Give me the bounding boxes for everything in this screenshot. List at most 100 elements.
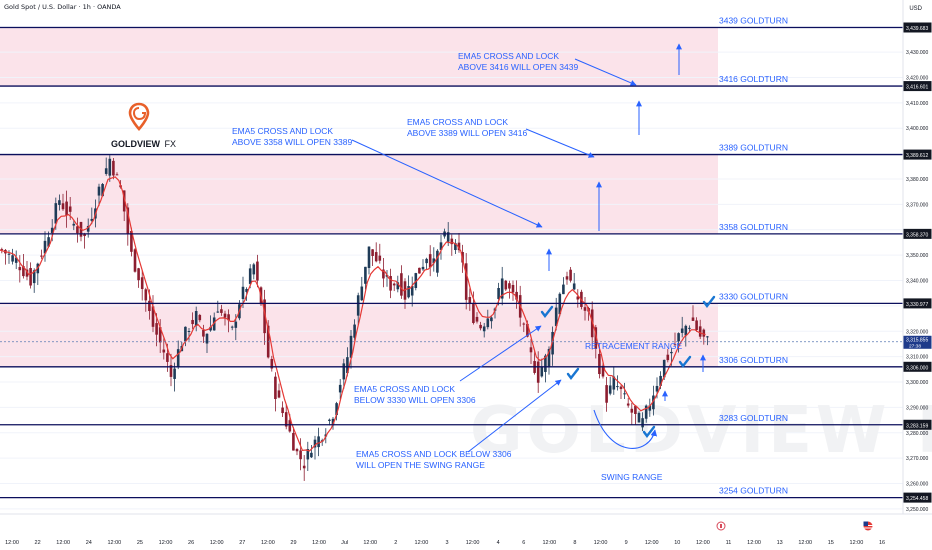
annotation-text: ABOVE 3358 WILL OPEN 3389 (232, 137, 352, 147)
x-tick-label: 12:00 (542, 540, 556, 546)
candle-body (371, 249, 374, 256)
candle-body (486, 318, 490, 328)
candle-body (522, 323, 526, 325)
annotation-arrow (351, 139, 543, 228)
candle-body (148, 300, 151, 312)
candle-body (353, 324, 356, 338)
x-tick-label: 6 (522, 540, 525, 546)
x-tick-label: 13 (777, 540, 783, 546)
candle-body (601, 365, 605, 377)
x-tick-label: 12:00 (798, 540, 812, 546)
candle-body (205, 333, 209, 344)
y-tick-label: 3,290.000 (906, 405, 928, 411)
y-tick-label: 3,380.000 (906, 177, 928, 183)
candle-body (90, 218, 94, 221)
candle-body (659, 375, 662, 386)
candle-body (65, 201, 68, 216)
candle-body (328, 419, 331, 421)
candle-body (590, 309, 594, 338)
candle-body (86, 225, 90, 232)
candle-body (540, 367, 544, 377)
candle-body (50, 227, 54, 233)
x-tick-label: 12:00 (261, 540, 275, 546)
candle-body (497, 288, 500, 299)
candle-body (526, 323, 529, 337)
candle-body (554, 307, 558, 326)
x-tick-label: 12:00 (363, 540, 377, 546)
x-tick-label: 26 (188, 540, 194, 546)
candle-body (40, 255, 43, 257)
candle-body (11, 255, 14, 262)
candle-body (673, 344, 677, 346)
candle-body (130, 231, 133, 252)
annotation-text: ABOVE 3389 WILL OPEN 3416 (407, 128, 527, 138)
candle-body (688, 327, 691, 329)
ema-layer (0, 176, 706, 452)
annotation-text: EMA5 CROSS AND LOCK (354, 384, 455, 394)
x-tick-label: 12:00 (747, 540, 761, 546)
level-label: 3306 GOLDTURN (719, 355, 788, 365)
zones-layer (0, 27, 718, 367)
candle-body (241, 286, 245, 299)
watermark-text: GOLDVIEW FX (470, 394, 932, 468)
candle-body (14, 257, 18, 263)
candle-body (252, 264, 256, 275)
candle-body (400, 273, 403, 296)
candle-body (389, 275, 392, 291)
candle-body (112, 160, 115, 176)
candle-body (450, 238, 454, 245)
y-tick-label: 3,410.000 (906, 101, 928, 107)
x-tick-label: 4 (497, 540, 500, 546)
time-axis[interactable]: 12:00 22 12:00 24 12:00 25 12:00 26 12:00 27 12:00… (0, 513, 932, 546)
candle-body (338, 384, 342, 393)
checkmark-icon (540, 305, 554, 318)
candle-body (270, 359, 274, 369)
x-tick-label: 12:00 (210, 540, 224, 546)
candle-body (187, 330, 191, 332)
candle-body (166, 353, 169, 362)
annotation-text: EMA5 CROSS AND LOCK BELOW 3306 (356, 449, 512, 459)
candle-body (475, 316, 479, 322)
candle-body (698, 326, 702, 337)
price-axis[interactable]: 3,439.683 3,416.601 3,389.612 3,358.370 3,33… (902, 0, 932, 514)
y-tick-label: 3,400.000 (906, 126, 928, 132)
candle-body (634, 405, 637, 414)
candle-body (169, 365, 173, 377)
x-tick-label: 24 (86, 540, 92, 546)
candle-body (158, 327, 162, 343)
candle-body (515, 291, 518, 300)
candle-body (432, 258, 436, 264)
candle-body (583, 307, 587, 311)
candle-body (662, 359, 666, 378)
candle-body (306, 449, 310, 460)
level-label: 3283 GOLDTURN (719, 413, 788, 423)
x-tick-label: 29 (290, 540, 296, 546)
checkmark-icon (702, 295, 716, 308)
candle-body (292, 432, 295, 451)
candle-body (335, 403, 338, 416)
checkmark-icon (642, 425, 656, 438)
y-tick-label: 3,370.000 (906, 202, 928, 208)
x-tick-label: 12:00 (107, 540, 121, 546)
x-tick-label: 12:00 (159, 540, 173, 546)
candle-body (439, 242, 443, 250)
candle-body (18, 267, 22, 271)
y-tick-label: 3,250.000 (906, 507, 928, 513)
candle-body (43, 240, 47, 254)
alert-icon[interactable] (716, 521, 726, 531)
level-label: 3389 GOLDTURN (719, 143, 788, 153)
y-tick-label: 3,430.000 (906, 50, 928, 56)
candle-body (464, 263, 468, 300)
current-price-value: 3,315.855 (906, 337, 928, 343)
candle-body (536, 361, 540, 383)
candle-body (410, 286, 414, 296)
candle-body (641, 418, 644, 428)
candle-body (396, 282, 400, 290)
price-tag (903, 149, 932, 160)
candle-body (176, 349, 180, 367)
candle-body (418, 267, 421, 274)
price-tag (903, 81, 932, 92)
x-tick-label: 12:00 (645, 540, 659, 546)
x-tick-label: 15 (828, 540, 834, 546)
